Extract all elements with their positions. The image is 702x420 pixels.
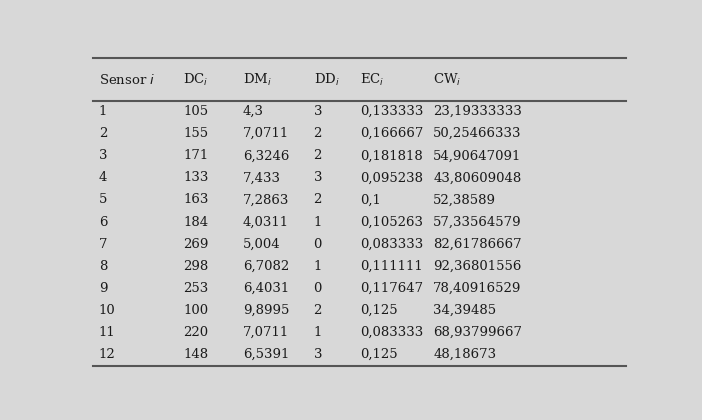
Text: 5,004: 5,004: [243, 238, 280, 251]
Text: 12: 12: [98, 348, 115, 361]
Text: 163: 163: [183, 194, 208, 207]
Text: 52,38589: 52,38589: [433, 194, 496, 207]
Text: 2: 2: [314, 304, 322, 317]
Text: 3: 3: [314, 171, 322, 184]
Text: 0: 0: [314, 282, 322, 295]
Text: 7: 7: [98, 238, 107, 251]
Text: 10: 10: [98, 304, 115, 317]
Text: 48,18673: 48,18673: [433, 348, 496, 361]
Text: 68,93799667: 68,93799667: [433, 326, 522, 339]
Text: 6,3246: 6,3246: [243, 149, 289, 162]
Text: 0: 0: [314, 238, 322, 251]
Text: 0,1: 0,1: [360, 194, 380, 207]
Text: 298: 298: [183, 260, 208, 273]
Text: 78,40916529: 78,40916529: [433, 282, 522, 295]
Text: CW$_i$: CW$_i$: [433, 71, 462, 87]
Text: 0,095238: 0,095238: [360, 171, 423, 184]
Text: 220: 220: [183, 326, 208, 339]
Text: 7,2863: 7,2863: [243, 194, 289, 207]
Text: Sensor $i$: Sensor $i$: [98, 73, 155, 87]
Text: 253: 253: [183, 282, 208, 295]
Text: 7,433: 7,433: [243, 171, 281, 184]
Text: 6: 6: [98, 215, 107, 228]
Text: 171: 171: [183, 149, 208, 162]
Text: 0,166667: 0,166667: [360, 127, 423, 140]
Text: 3: 3: [314, 105, 322, 118]
Text: 92,36801556: 92,36801556: [433, 260, 522, 273]
Text: 6,7082: 6,7082: [243, 260, 289, 273]
Text: 6,4031: 6,4031: [243, 282, 289, 295]
Text: 2: 2: [314, 127, 322, 140]
Text: 7,0711: 7,0711: [243, 127, 289, 140]
Text: 11: 11: [98, 326, 115, 339]
Text: DC$_i$: DC$_i$: [183, 71, 208, 87]
Text: 2: 2: [314, 149, 322, 162]
Text: 1: 1: [314, 326, 322, 339]
Text: 2: 2: [314, 194, 322, 207]
Text: 4,3: 4,3: [243, 105, 264, 118]
Text: 148: 148: [183, 348, 208, 361]
Text: EC$_i$: EC$_i$: [360, 71, 384, 87]
Text: DM$_i$: DM$_i$: [243, 71, 272, 87]
Text: 6,5391: 6,5391: [243, 348, 289, 361]
Text: 0,133333: 0,133333: [360, 105, 423, 118]
Text: 1: 1: [314, 215, 322, 228]
Text: 8: 8: [98, 260, 107, 273]
Text: 0,125: 0,125: [360, 304, 397, 317]
Text: 0,117647: 0,117647: [360, 282, 423, 295]
Text: 184: 184: [183, 215, 208, 228]
Text: 0,111111: 0,111111: [360, 260, 423, 273]
Text: 1: 1: [314, 260, 322, 273]
Text: 9,8995: 9,8995: [243, 304, 289, 317]
Text: 269: 269: [183, 238, 208, 251]
Text: 5: 5: [98, 194, 107, 207]
Text: 155: 155: [183, 127, 208, 140]
Text: 4: 4: [98, 171, 107, 184]
Text: 34,39485: 34,39485: [433, 304, 496, 317]
Text: 3: 3: [314, 348, 322, 361]
Text: 4,0311: 4,0311: [243, 215, 289, 228]
Text: 0,083333: 0,083333: [360, 238, 423, 251]
Text: 105: 105: [183, 105, 208, 118]
Text: 7,0711: 7,0711: [243, 326, 289, 339]
Text: 100: 100: [183, 304, 208, 317]
Text: 2: 2: [98, 127, 107, 140]
Text: 3: 3: [98, 149, 107, 162]
Text: 23,19333333: 23,19333333: [433, 105, 522, 118]
Text: 0,181818: 0,181818: [360, 149, 423, 162]
Text: 0,083333: 0,083333: [360, 326, 423, 339]
Text: 9: 9: [98, 282, 107, 295]
Text: 0,105263: 0,105263: [360, 215, 423, 228]
Text: 133: 133: [183, 171, 208, 184]
Text: 54,90647091: 54,90647091: [433, 149, 522, 162]
Text: 50,25466333: 50,25466333: [433, 127, 522, 140]
Text: 57,33564579: 57,33564579: [433, 215, 522, 228]
Text: DD$_i$: DD$_i$: [314, 71, 340, 87]
Text: 0,125: 0,125: [360, 348, 397, 361]
Text: 82,61786667: 82,61786667: [433, 238, 522, 251]
Text: 43,80609048: 43,80609048: [433, 171, 522, 184]
Text: 1: 1: [98, 105, 107, 118]
